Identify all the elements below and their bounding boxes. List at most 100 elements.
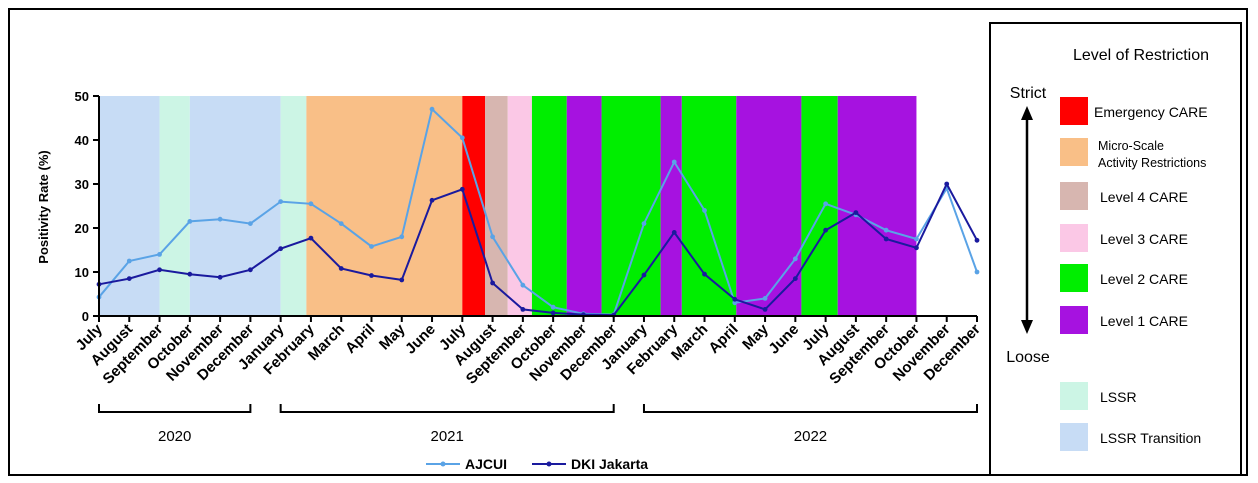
restriction-band-level1 [566,96,602,316]
data-point-ajcui [247,221,253,227]
y-tick-label: 10 [75,265,89,280]
restriction-band-micro [306,96,463,316]
y-tick-label: 50 [75,89,89,104]
loose-label: Loose [1006,349,1050,366]
chart: JulyAugustSeptemberOctoberNovemberDecemb… [36,22,1242,476]
ajcui-legend-label: AJCUI [465,456,507,472]
data-point-dki-jakarta [792,276,798,281]
restriction-key-box [989,22,1242,476]
level1-care-label: Level 1 CARE [1100,313,1188,329]
data-point-dki-jakarta [974,237,980,243]
data-point-ajcui [126,258,132,264]
data-point-ajcui [883,227,889,233]
dki-legend-marker [546,461,552,467]
restriction-band-lssr-transition [189,96,281,316]
restriction-bands [99,96,917,316]
data-point-dki-jakarta [823,227,829,233]
x-axis-labels: JulyAugustSeptemberOctoberNovemberDecemb… [73,320,984,387]
data-point-ajcui [399,234,405,240]
restriction-band-level1 [660,96,682,316]
y-axis-labels: 0 10 20 30 40 50 [75,89,89,324]
level3-care-swatch [1060,224,1088,252]
data-point-ajcui [671,159,677,165]
year-bracket [98,404,252,413]
data-point-dki-jakarta [732,296,738,302]
data-point-ajcui [914,236,919,242]
data-point-dki-jakarta [369,273,374,278]
restriction-band-lssr [159,96,190,316]
data-point-dki-jakarta [853,210,859,216]
data-point-dki-jakarta [338,266,344,271]
data-point-ajcui [459,135,465,141]
data-point-dki-jakarta [490,280,495,286]
data-point-ajcui [278,199,284,205]
data-point-dki-jakarta [671,230,677,235]
restriction-band-level1 [837,96,917,316]
data-point-ajcui [217,216,223,222]
data-point-dki-jakarta [459,186,465,192]
y-tick-label: 20 [75,221,89,236]
data-point-dki-jakarta [520,307,526,312]
y-tick-label: 0 [82,309,89,324]
data-point-ajcui [732,300,738,306]
lssr-transition-label: LSSR Transition [1100,430,1201,446]
micro-scale-label-line1: Micro-Scale [1098,139,1164,153]
data-point-ajcui [369,244,374,249]
ajcui-legend-marker [440,461,446,467]
restriction-band-lssr [280,96,307,316]
data-point-dki-jakarta [641,272,647,278]
year-label: 2020 [158,428,191,445]
data-point-ajcui [338,221,344,227]
data-point-dki-jakarta [217,274,223,280]
level1-care-swatch [1060,306,1088,334]
emergency-care-label: Emergency CARE [1094,104,1208,120]
year-label: 2022 [794,428,827,445]
data-point-ajcui [823,201,829,207]
restriction-band-level4 [485,96,508,316]
x-tick-label: April [342,321,378,357]
y-tick-label: 40 [75,133,89,148]
data-point-dki-jakarta [399,277,405,283]
emergency-care-swatch [1060,97,1088,125]
micro-scale-swatch [1060,138,1088,166]
data-point-dki-jakarta [247,267,253,273]
strict-label: Strict [1010,85,1047,102]
data-point-ajcui [429,106,435,112]
lssr-transition-swatch [1060,423,1088,451]
data-point-dki-jakarta [702,271,707,277]
data-point-ajcui [792,256,798,262]
restriction-key-title: Level of Restriction [1073,47,1209,64]
data-point-ajcui [762,296,768,301]
micro-scale-label-line2: Activity Restrictions [1098,156,1206,170]
data-point-dki-jakarta [883,236,889,242]
series-line-ajcui [98,107,978,316]
year-label: 2021 [430,428,463,445]
data-point-ajcui [187,219,193,224]
restriction-band-level1 [736,96,802,316]
data-point-ajcui [520,282,526,288]
x-tick-label: June [765,321,802,358]
year-brackets: 2020 2021 2022 [98,404,978,445]
strict-loose-arrow [1021,106,1033,334]
axes [93,95,978,322]
year-bracket [642,404,978,413]
data-point-ajcui [550,304,556,310]
data-point-dki-jakarta [762,307,768,312]
x-tick-label: April [705,321,741,357]
data-point-ajcui [157,252,162,257]
lssr-label: LSSR [1100,389,1137,405]
restriction-band-emergency [462,96,486,316]
data-point-dki-jakarta [187,271,193,277]
figure-frame: July August September October November Decemb… [8,8,1248,476]
restriction-band-level3 [507,96,532,316]
data-point-dki-jakarta [944,181,950,187]
y-axis-title: Positivity Rate (%) [36,150,51,263]
year-bracket [279,404,615,413]
data-point-dki-jakarta [308,235,314,241]
data-point-ajcui [308,201,314,207]
data-point-ajcui [641,221,647,227]
restriction-key: Level of Restriction Strict Loose Emerge… [989,22,1242,476]
y-tick-label: 30 [75,177,89,192]
data-point-dki-jakarta [157,267,162,273]
restriction-band-level2 [531,96,567,316]
